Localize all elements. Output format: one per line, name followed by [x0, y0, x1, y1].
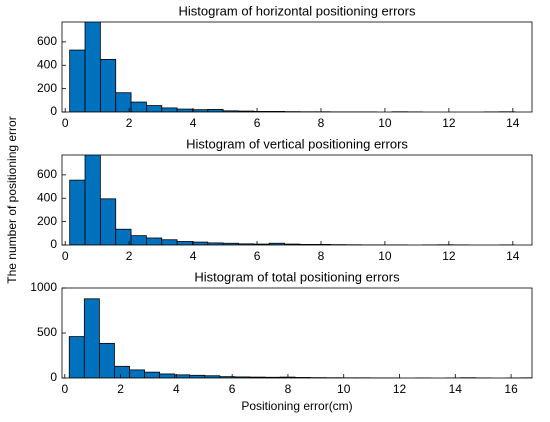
- y-tick-label: 200: [37, 81, 57, 95]
- bar: [146, 105, 163, 112]
- y-tick-label: 0: [50, 370, 57, 384]
- x-tick-label: 2: [117, 382, 124, 396]
- x-tick-label: 8: [318, 116, 325, 130]
- bar: [159, 373, 176, 378]
- bar: [69, 179, 86, 245]
- x-tick-label: 14: [506, 249, 520, 263]
- x-tick-label: 10: [378, 116, 392, 130]
- bar: [84, 155, 101, 245]
- x-tick-label: 0: [62, 249, 69, 263]
- x-tick-label: 12: [442, 249, 456, 263]
- plot-area: [68, 298, 532, 378]
- x-tick-label: 4: [190, 116, 197, 130]
- bar: [84, 22, 101, 112]
- axes-box: [61, 287, 533, 379]
- y-axis-label: The number of positioning error: [5, 116, 19, 283]
- y-tick-label: 400: [37, 190, 57, 204]
- bar: [129, 369, 145, 378]
- bar: [114, 365, 130, 378]
- x-tick-label: 8: [285, 382, 292, 396]
- x-tick-label: 8: [318, 249, 325, 263]
- bar: [130, 101, 147, 112]
- plot-area: [69, 22, 516, 112]
- chart-title: Histogram of horizontal positioning erro…: [179, 3, 416, 18]
- y-tick-label: 600: [37, 34, 57, 48]
- bar: [144, 371, 161, 378]
- bar: [189, 374, 206, 378]
- chart-title: Histogram of total positioning errors: [194, 269, 400, 284]
- bar: [99, 59, 117, 112]
- bar: [161, 107, 178, 112]
- x-tick-label: 2: [126, 116, 133, 130]
- x-tick-label: 6: [254, 249, 261, 263]
- plot-area: [69, 155, 516, 245]
- bar: [161, 239, 178, 245]
- y-tick-label: 500: [37, 325, 57, 339]
- y-tick-label: 200: [37, 214, 57, 228]
- y-tick-label: 0: [50, 104, 57, 118]
- x-tick-label: 6: [229, 382, 236, 396]
- y-tick-label: 1000: [30, 280, 57, 294]
- bar: [83, 298, 100, 378]
- x-tick-label: 14: [449, 382, 463, 396]
- bar: [174, 374, 191, 378]
- bar: [69, 49, 86, 112]
- x-tick-label: 14: [506, 116, 520, 130]
- x-tick-label: 0: [62, 116, 69, 130]
- x-tick-label: 12: [393, 382, 407, 396]
- x-axis-label: Positioning error(cm): [241, 399, 352, 413]
- axes-box: [61, 21, 533, 113]
- bar: [176, 241, 193, 245]
- bar: [68, 336, 85, 378]
- y-tick-label: 600: [37, 167, 57, 181]
- x-tick-label: 0: [61, 382, 68, 396]
- chart-title: Histogram of vertical positioning errors: [186, 136, 408, 151]
- bar: [98, 342, 115, 378]
- x-tick-label: 12: [442, 116, 456, 130]
- bar: [176, 108, 193, 112]
- axes-box: [61, 154, 533, 246]
- x-tick-label: 16: [504, 382, 518, 396]
- bar: [146, 237, 163, 245]
- bar: [130, 235, 147, 245]
- y-tick-label: 0: [50, 237, 57, 251]
- x-tick-label: 10: [337, 382, 351, 396]
- x-tick-label: 4: [190, 249, 197, 263]
- x-tick-label: 10: [378, 249, 392, 263]
- y-tick-label: 400: [37, 57, 57, 71]
- x-tick-label: 6: [254, 116, 261, 130]
- x-tick-label: 4: [173, 382, 180, 396]
- bar: [99, 198, 117, 245]
- x-tick-label: 2: [126, 249, 133, 263]
- bar: [192, 241, 209, 245]
